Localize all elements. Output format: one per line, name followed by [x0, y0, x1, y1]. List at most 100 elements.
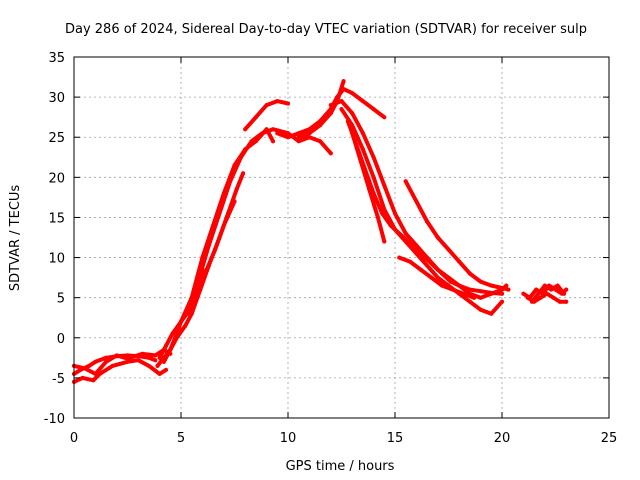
- data-point: [431, 263, 436, 268]
- y-tick-label: 0: [57, 332, 65, 347]
- data-point: [307, 135, 312, 140]
- data-point: [206, 263, 211, 268]
- data-point: [521, 291, 526, 296]
- data-point: [307, 131, 312, 136]
- data-point: [425, 263, 430, 268]
- data-point: [328, 111, 333, 116]
- data-point: [500, 299, 504, 304]
- data-point: [544, 291, 549, 296]
- chart-title: Day 286 of 2024, Sidereal Day-to-day VTE…: [65, 22, 587, 37]
- data-point: [339, 99, 344, 104]
- data-point: [104, 355, 109, 360]
- data-point: [241, 171, 246, 176]
- data-point: [286, 135, 290, 140]
- data-point: [358, 159, 363, 164]
- y-tick-label: 5: [57, 292, 65, 307]
- data-point: [446, 247, 451, 252]
- data-point: [414, 247, 419, 252]
- data-point: [500, 286, 504, 290]
- y-tick-label: 20: [48, 171, 65, 186]
- data-point: [549, 287, 554, 292]
- data-point: [157, 355, 162, 360]
- data-point: [157, 371, 162, 376]
- data-point: [271, 127, 275, 132]
- data-point: [206, 243, 211, 248]
- data-point: [217, 235, 222, 240]
- x-tick-label: 5: [177, 431, 185, 446]
- data-point: [226, 211, 231, 216]
- x-tick-label: 10: [280, 431, 297, 446]
- data-point: [146, 363, 151, 368]
- data-point: [478, 289, 483, 294]
- y-tick-labels: -10 -5 0 5 10 15 20 25 30 35: [44, 51, 65, 427]
- data-point: [408, 259, 412, 264]
- data-point: [164, 367, 168, 372]
- data-point: [403, 231, 408, 236]
- data-point: [341, 79, 346, 84]
- data-point: [478, 279, 483, 284]
- data-point: [440, 283, 445, 288]
- data-point: [564, 299, 569, 304]
- data-point: [371, 175, 376, 180]
- data-point: [238, 155, 243, 160]
- data-point: [382, 207, 387, 212]
- data-point: [91, 378, 96, 383]
- data-point: [198, 287, 203, 292]
- data-point: [264, 103, 269, 108]
- data-point: [87, 363, 91, 368]
- y-axis-title: SDTVAR / TECUs: [8, 185, 23, 292]
- y-tick-label: 30: [48, 91, 65, 106]
- data-point: [275, 99, 280, 104]
- data-point: [418, 267, 423, 272]
- data-point: [243, 127, 248, 132]
- data-point: [350, 91, 355, 96]
- y-tick-label: 10: [48, 252, 65, 267]
- data-point: [328, 103, 333, 108]
- data-point: [80, 375, 85, 380]
- series-line-track-2: [72, 358, 168, 384]
- y-tick-label: -10: [44, 412, 65, 427]
- x-tick-label: 25: [601, 431, 618, 446]
- data-point: [435, 235, 440, 240]
- data-point: [371, 107, 376, 112]
- data-point: [170, 331, 175, 336]
- data-point: [125, 359, 130, 364]
- data-point: [114, 353, 119, 358]
- data-point: [457, 283, 462, 288]
- data-point: [382, 239, 387, 244]
- series-layer: [72, 79, 569, 384]
- data-point: [140, 351, 145, 356]
- data-point: [397, 231, 402, 236]
- data-point: [382, 183, 387, 188]
- data-point: [564, 287, 569, 292]
- data-point: [440, 271, 445, 276]
- data-point: [345, 119, 350, 124]
- data-point: [360, 131, 365, 136]
- data-point: [371, 155, 376, 160]
- data-point: [382, 115, 387, 120]
- data-point: [538, 295, 543, 300]
- data-point: [286, 101, 290, 106]
- data-point: [286, 131, 290, 136]
- data-point: [249, 139, 254, 144]
- data-point: [500, 291, 504, 296]
- axis-ticks: [73, 56, 610, 419]
- data-point: [435, 275, 440, 280]
- data-point: [228, 179, 233, 184]
- data-point: [360, 99, 365, 104]
- data-point: [542, 283, 547, 288]
- data-point: [557, 299, 562, 304]
- series-line-track-8: [185, 127, 333, 316]
- data-point: [461, 291, 466, 296]
- data-point: [136, 358, 141, 363]
- data-point: [155, 363, 160, 368]
- data-point: [467, 299, 472, 304]
- data-point: [375, 215, 380, 220]
- data-point: [534, 287, 539, 292]
- data-point: [153, 353, 158, 358]
- data-point: [183, 323, 188, 328]
- data-point: [174, 335, 179, 340]
- data-point: [525, 295, 530, 300]
- data-point: [350, 131, 355, 136]
- data-point: [179, 319, 183, 324]
